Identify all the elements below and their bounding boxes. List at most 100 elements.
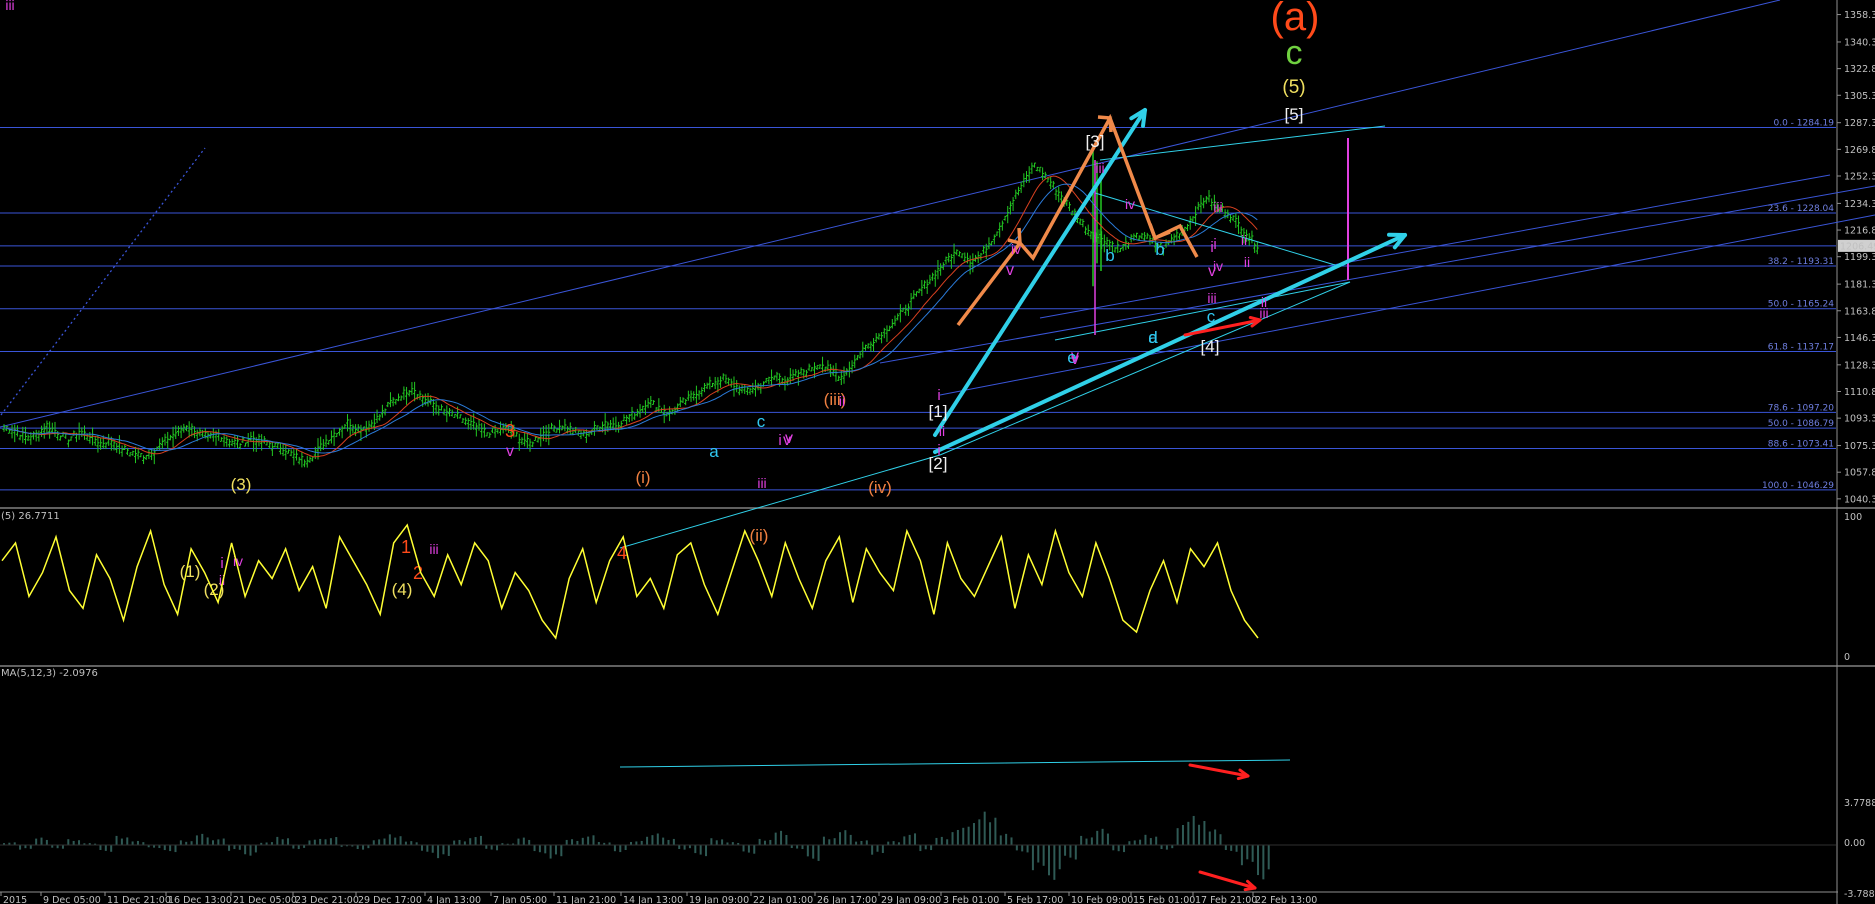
price-axis-label: 1093.38 <box>1844 414 1875 425</box>
time-axis-label: 19 Jan 09:00 <box>689 895 749 904</box>
wave-label: 3 <box>505 421 515 441</box>
price-axis-label: 1322.88 <box>1844 64 1875 75</box>
wave-label: v <box>506 443 514 460</box>
channel-line <box>879 185 1875 364</box>
wave-label: 2 <box>413 563 423 583</box>
time-axis-label: 10 Feb 09:00 <box>1071 895 1133 904</box>
price-axis-label: 1305.38 <box>1844 91 1875 102</box>
wave-label: v <box>783 432 791 449</box>
price-axis-label: 1199.38 <box>1844 252 1875 263</box>
price-axis-label: 1163.88 <box>1844 306 1875 317</box>
price-axis-label: 1358.38 <box>1844 10 1875 21</box>
wave-label: 4 <box>617 543 627 563</box>
wave-label: iii <box>1207 290 1216 306</box>
fib-level-label: 61.8 - 1137.17 <box>1768 342 1834 352</box>
wave-label: (3) <box>231 475 252 494</box>
wave-label: [5] <box>1285 105 1304 124</box>
stochastic-support-line <box>619 759 1291 768</box>
price-axis-label: 1128.38 <box>1844 360 1875 371</box>
time-axis-label: 17 Feb 21:00 <box>1195 895 1257 904</box>
price-axis-label: 1075.38 <box>1844 441 1875 452</box>
wave-label: iv <box>1213 258 1223 274</box>
time-axis-label: 7 Jan 05:00 <box>493 895 547 904</box>
price-axis-label: 1252.38 <box>1844 171 1875 182</box>
wave-label: (4) <box>392 580 413 599</box>
time-axis-label: 29 Dec 17:00 <box>358 895 422 904</box>
time-axis-label: 2015 <box>3 895 27 904</box>
wave-label: ii <box>939 423 945 439</box>
cyan-arrow-head <box>1387 232 1407 250</box>
wave-label: iv <box>1125 196 1135 212</box>
wave-label: iii <box>1213 199 1222 215</box>
wave-label: v <box>1208 263 1216 280</box>
wave-label: v <box>1071 348 1079 365</box>
wave-label: b <box>1105 246 1114 265</box>
wave-label: ii <box>1241 232 1247 248</box>
time-axis-label: 16 Dec 13:00 <box>168 895 232 904</box>
stochastic-panel: (5) 26.7711 100 0 <box>1 511 1862 768</box>
cyan-arrow <box>933 233 1407 454</box>
wave-label: c <box>1286 34 1303 72</box>
wave-label: ii <box>1261 294 1267 310</box>
support-line <box>939 281 1351 456</box>
price-axis-label: 1269.88 <box>1844 145 1875 156</box>
wave-label: iv <box>233 553 243 569</box>
wave-label: i <box>1210 239 1213 256</box>
moving-averages <box>3 175 1258 458</box>
channel-line <box>939 214 1875 396</box>
price-axis-label: 1234.38 <box>1844 199 1875 210</box>
wave-label: i <box>1213 236 1216 253</box>
stochastic-axis-label: 0 <box>1844 652 1850 663</box>
cyan-arrow <box>933 108 1147 437</box>
wave-label: (i) <box>635 468 650 487</box>
wave-labels: (a)c(5)[5][3][4][1][2]3421(iii)(iv)(i)(i… <box>5 0 1319 599</box>
wave-label: iii <box>1259 305 1268 321</box>
fib-level-label: 100.0 - 1046.29 <box>1762 481 1834 491</box>
price-axis-label: 1216.88 <box>1844 226 1875 237</box>
support-line <box>619 454 941 549</box>
time-axis-label: 26 Jan 17:00 <box>817 895 877 904</box>
stochastic-axis-label: 100 <box>1844 512 1862 523</box>
price-axis-label: 1146.38 <box>1844 333 1875 344</box>
histogram-axis-label: 3.7788 <box>1844 798 1875 809</box>
moving-average-blue <box>3 183 1258 454</box>
triangle-lower-line <box>1054 281 1351 341</box>
wave-label: iii <box>1095 160 1104 176</box>
wave-label: v <box>1006 262 1014 279</box>
price-axis: 1358.38 1340.38 1322.88 1305.38 1287.38 1269.… <box>1837 10 1875 505</box>
orange-arrow-head <box>1007 227 1022 246</box>
stochastic-label: (5) 26.7711 <box>1 511 60 522</box>
wave-label: a <box>709 442 719 461</box>
wave-label: i <box>220 555 223 572</box>
orange-arrow-head <box>1148 223 1171 241</box>
price-axis-label: 1040.38 <box>1844 494 1875 505</box>
wave-label: c <box>1207 307 1216 326</box>
time-axis-label: 5 Feb 17:00 <box>1007 895 1063 904</box>
red-divergence-arrow <box>1183 318 1262 337</box>
wave-label: d <box>1148 328 1157 347</box>
time-axis-label: 29 Jan 09:00 <box>881 895 941 904</box>
fib-level-label: 38.2 - 1193.31 <box>1768 257 1834 267</box>
wave-label: ii <box>839 393 845 409</box>
wave-label: (ii) <box>750 526 769 545</box>
price-axis-label: 1057.88 <box>1844 468 1875 479</box>
cyan-arrow-head <box>1129 108 1147 128</box>
red-divergence-arrow-head <box>1243 879 1257 892</box>
histogram-label: MA(5,12,3) -2.0976 <box>1 668 98 679</box>
stochastic-line <box>1 523 1259 640</box>
wave-label: (1) <box>180 562 201 581</box>
fib-level-label: 23.6 - 1228.04 <box>1768 204 1834 214</box>
red-divergence-arrow-head <box>1236 768 1250 781</box>
wave-label: [2] <box>929 454 948 473</box>
time-axis-label: 14 Jan 13:00 <box>623 895 683 904</box>
price-axis-label: 1287.38 <box>1844 118 1875 129</box>
time-axis-label: 4 Jan 13:00 <box>427 895 481 904</box>
wave-label: iii <box>429 541 438 557</box>
wave-label: iii <box>757 475 766 491</box>
wave-label: [1] <box>929 402 948 421</box>
wave-label: b <box>1155 240 1164 259</box>
moving-average-red <box>3 175 1258 458</box>
